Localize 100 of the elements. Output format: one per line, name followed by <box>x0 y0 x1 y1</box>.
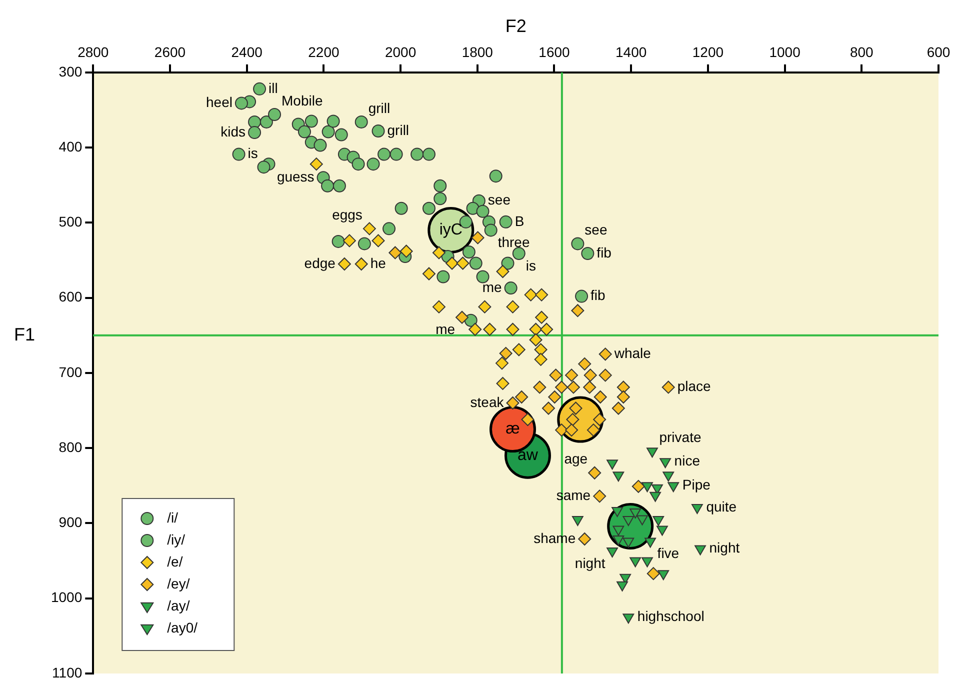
annotation: place <box>677 378 712 394</box>
annotation: private <box>659 428 702 445</box>
point <box>456 310 469 324</box>
legend-label: /ay/ <box>167 597 190 614</box>
y-tick-label: 600 <box>58 288 82 305</box>
point <box>372 234 385 248</box>
point <box>644 538 656 548</box>
point <box>566 380 580 394</box>
annotation: guess <box>276 168 314 184</box>
point <box>506 322 520 336</box>
point <box>469 256 482 270</box>
point <box>578 357 592 370</box>
point <box>622 614 634 624</box>
point <box>566 413 580 426</box>
x-tick-label: 1800 <box>462 44 494 60</box>
point <box>578 532 592 546</box>
point <box>253 82 266 96</box>
point <box>372 124 385 138</box>
annotation: fib <box>590 287 606 304</box>
point <box>632 480 645 493</box>
point <box>512 343 526 356</box>
point <box>496 265 510 278</box>
point <box>521 413 534 426</box>
point <box>504 282 518 295</box>
point <box>529 322 542 336</box>
annotation: me <box>436 321 456 338</box>
point <box>630 557 642 568</box>
point <box>501 256 514 270</box>
point <box>636 515 648 526</box>
legend-label: /ey/ <box>167 575 190 592</box>
x-tick-label: 1200 <box>692 44 724 60</box>
point <box>434 192 447 206</box>
y-tick-label: 1000 <box>50 589 82 606</box>
x-tick-label: 1600 <box>538 44 570 60</box>
point <box>542 402 555 415</box>
point <box>534 343 548 356</box>
x-tick-label: 2800 <box>78 44 109 60</box>
annotation: Mobile <box>282 92 323 108</box>
annotation: five <box>657 545 680 562</box>
point <box>332 234 345 248</box>
point <box>234 96 248 110</box>
annotation: edge <box>304 254 336 271</box>
annotation: Pipe <box>682 476 711 493</box>
point <box>593 413 606 426</box>
point <box>652 516 664 526</box>
annotation: is <box>526 257 536 274</box>
point <box>484 224 498 237</box>
point <box>586 424 600 437</box>
annotation: fib <box>596 244 612 260</box>
point <box>446 256 459 270</box>
point <box>612 402 625 415</box>
point <box>535 310 548 324</box>
point <box>248 126 262 140</box>
point <box>506 396 520 410</box>
point <box>598 348 612 361</box>
x-axis-title: F2 <box>505 16 526 36</box>
point <box>565 368 578 382</box>
point <box>548 390 562 404</box>
point <box>332 179 346 192</box>
point <box>583 380 596 394</box>
point <box>342 234 356 248</box>
annotation: age <box>564 450 588 467</box>
point <box>588 466 602 480</box>
annotation: nice <box>674 452 700 468</box>
annotation: he <box>370 254 386 271</box>
point <box>515 390 528 404</box>
point <box>499 215 512 228</box>
annotation: highschool <box>637 608 704 624</box>
annotation: night <box>574 554 606 571</box>
point <box>394 202 408 215</box>
point <box>496 376 510 390</box>
annotation: grill <box>387 122 410 138</box>
annotation: ill <box>268 80 278 96</box>
point <box>422 267 436 280</box>
x-tick-label: 2400 <box>231 44 263 60</box>
point <box>572 516 584 526</box>
y-tick-label: 500 <box>58 214 82 230</box>
point <box>606 548 618 558</box>
point <box>616 390 630 404</box>
point <box>593 490 606 503</box>
point <box>358 237 371 250</box>
y-tick-label: 700 <box>58 364 82 380</box>
x-tick-label: 1400 <box>616 44 647 60</box>
annotation: quite <box>706 498 737 514</box>
y-tick-label: 800 <box>58 438 82 455</box>
point <box>268 108 282 121</box>
point <box>326 114 340 128</box>
point <box>569 402 582 415</box>
x-tick-label: 2200 <box>308 44 340 60</box>
annotation: grill <box>368 100 390 116</box>
point <box>476 270 490 284</box>
point <box>555 380 568 394</box>
point <box>650 492 661 502</box>
point <box>304 114 318 128</box>
point <box>658 570 670 580</box>
point <box>598 368 612 382</box>
legend-label: /ay0/ <box>167 619 198 636</box>
point <box>478 300 492 314</box>
point <box>334 128 348 142</box>
point <box>499 346 512 360</box>
